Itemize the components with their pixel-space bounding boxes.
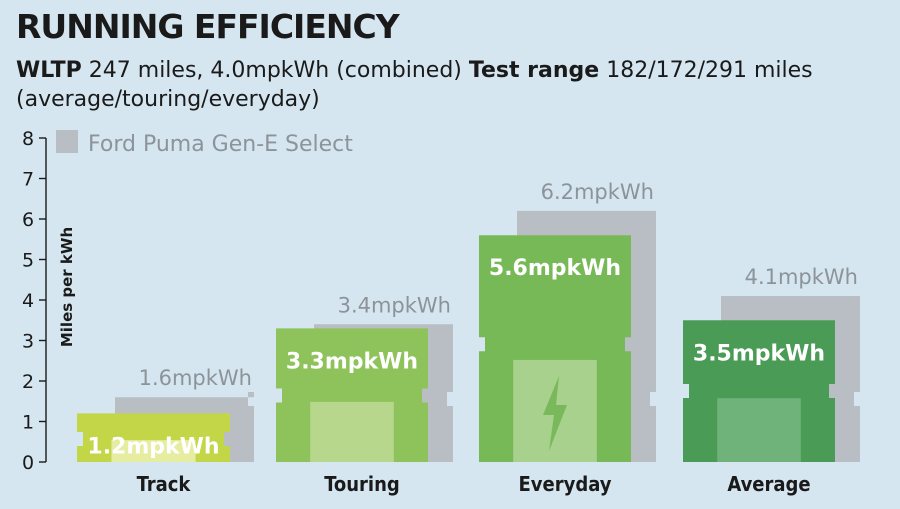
lightning-bolt-icon xyxy=(543,376,567,451)
battery-level-fill xyxy=(310,401,394,462)
y-axis-label: Miles per kWh xyxy=(58,227,76,347)
y-tick-label: 4 xyxy=(22,290,34,312)
test-range-label: Test range xyxy=(468,58,600,83)
bar-value-label: 1.2mpkWh xyxy=(87,434,219,459)
y-tick-label: 0 xyxy=(22,452,34,474)
bar-value-label: 5.6mpkWh xyxy=(489,256,621,281)
bar-value-label: 3.3mpkWh xyxy=(286,349,418,374)
comparison-value-label: 3.4mpkWh xyxy=(338,293,451,317)
wltp-label: WLTP xyxy=(16,58,82,83)
chart-title: RUNNING EFFICIENCY xyxy=(16,7,400,46)
category-label: Track xyxy=(137,472,192,496)
y-tick-label: 8 xyxy=(22,128,34,150)
y-tick-label: 5 xyxy=(22,250,34,272)
category-label: Everyday xyxy=(519,472,612,496)
test-range-text: 182/172/291 miles (average/touring/every… xyxy=(16,58,813,112)
wltp-text: 247 miles, 4.0mpkWh (combined) xyxy=(81,58,469,83)
y-tick-label: 3 xyxy=(22,331,34,353)
y-tick-label: 6 xyxy=(22,209,34,231)
category-label: Touring xyxy=(324,472,400,496)
bar-value-label: 3.5mpkWh xyxy=(693,341,825,366)
y-tick-label: 7 xyxy=(22,169,34,191)
battery-level-fill xyxy=(111,440,196,462)
legend-swatch xyxy=(56,130,78,153)
category-label: Average xyxy=(727,472,810,496)
comparison-value-label: 4.1mpkWh xyxy=(745,265,858,289)
y-tick-label: 1 xyxy=(22,412,34,434)
chart-subtitle: WLTP 247 miles, 4.0mpkWh (combined) Test… xyxy=(16,56,886,114)
comparison-value-label: 1.6mpkWh xyxy=(139,366,252,390)
comparison-value-label: 6.2mpkWh xyxy=(541,180,654,204)
battery-level-fill xyxy=(717,398,801,462)
legend-label: Ford Puma Gen-E Select xyxy=(88,132,353,157)
y-tick-label: 2 xyxy=(22,371,34,393)
